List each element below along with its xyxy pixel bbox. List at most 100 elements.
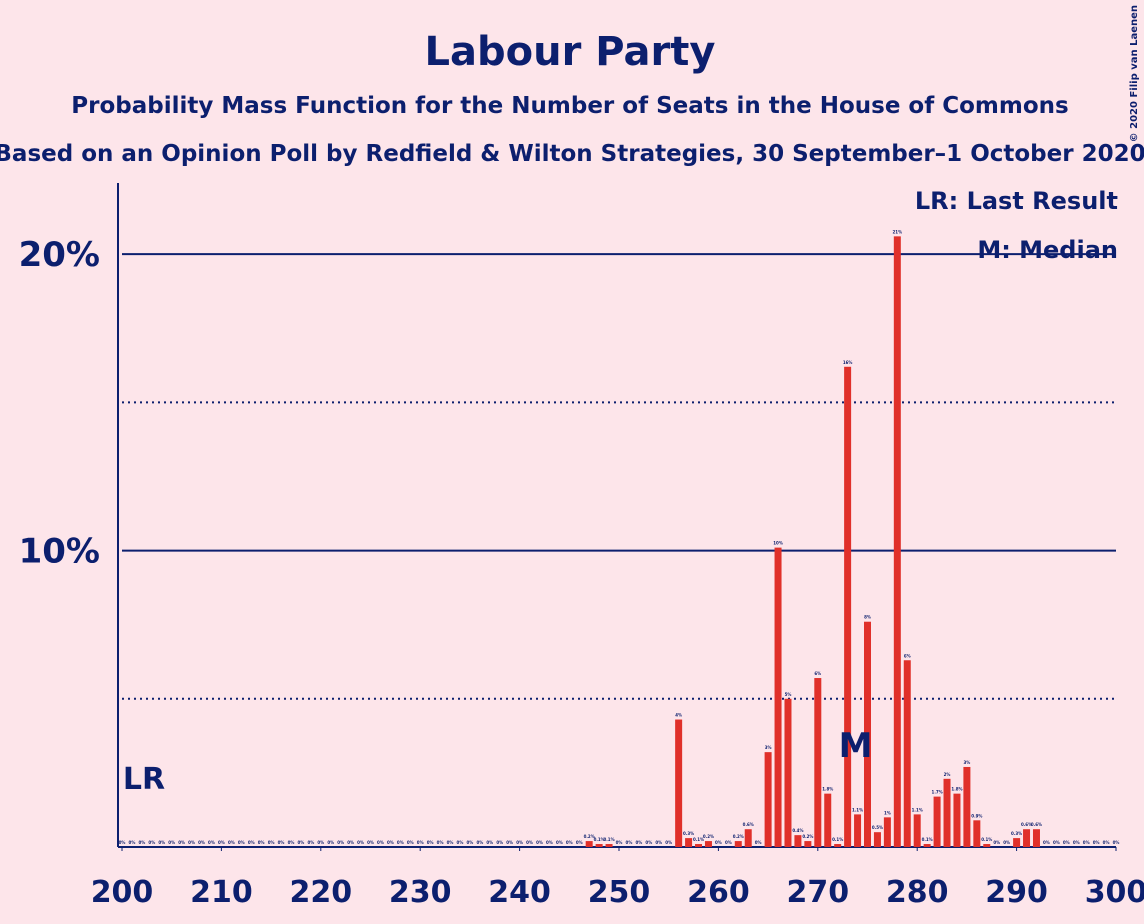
bar	[605, 844, 613, 847]
value-label: 0%	[616, 840, 623, 845]
bar	[704, 841, 712, 847]
value-label: 0%	[635, 840, 642, 845]
value-label: 0%	[1053, 840, 1060, 845]
value-label: 0.2%	[733, 834, 744, 839]
bar	[844, 366, 852, 847]
value-label: 0%	[168, 840, 175, 845]
value-label: 0%	[1083, 840, 1090, 845]
value-label: 0%	[129, 840, 136, 845]
legend-entry: LR: Last Result	[915, 187, 1118, 215]
value-label: 0%	[506, 840, 513, 845]
bar	[864, 621, 871, 847]
bar	[695, 844, 703, 847]
value-label: 0%	[158, 840, 165, 845]
chart-subtitle: Probability Mass Function for the Number…	[71, 93, 1068, 119]
bar	[1032, 829, 1040, 847]
value-label: 0%	[437, 840, 444, 845]
bar	[675, 719, 683, 847]
value-label: 0%	[1073, 840, 1080, 845]
value-label: 1.1%	[852, 807, 863, 812]
value-label: 1.7%	[932, 790, 943, 795]
value-label: 0%	[228, 840, 235, 845]
value-label: 0%	[566, 840, 573, 845]
bar	[963, 766, 971, 847]
bar	[893, 236, 901, 847]
chart-subtitle: Based on an Opinion Poll by Redfield & W…	[0, 141, 1144, 167]
value-label: 0%	[307, 840, 314, 845]
value-label: 0.1%	[981, 837, 992, 842]
x-tick-label: 280	[886, 875, 949, 910]
value-label: 0%	[546, 840, 553, 845]
bar	[923, 844, 931, 847]
y-tick-label: 10%	[19, 532, 100, 572]
bar	[854, 814, 862, 847]
bar	[873, 832, 881, 847]
value-label: 0%	[556, 840, 563, 845]
bar	[933, 796, 941, 847]
bar	[943, 778, 951, 847]
value-label: 0%	[626, 840, 633, 845]
bar	[834, 844, 842, 847]
value-label: 0%	[377, 840, 384, 845]
x-tick-label: 240	[488, 875, 551, 910]
value-label: 0%	[407, 840, 414, 845]
value-label: 0%	[755, 840, 762, 845]
value-label: 0.1%	[693, 837, 704, 842]
copyright: © 2020 Filip van Laenen	[1129, 5, 1140, 142]
value-label: 6%	[904, 653, 911, 658]
bar	[685, 838, 693, 847]
x-tick-label: 210	[190, 875, 253, 910]
x-tick-label: 300	[1085, 875, 1144, 910]
bar	[1023, 829, 1031, 847]
value-label: 0.1%	[594, 837, 605, 842]
value-label: 1.1%	[912, 807, 923, 812]
y-tick-label: 20%	[19, 235, 100, 275]
value-label: 0%	[665, 840, 672, 845]
value-label: 0%	[715, 840, 722, 845]
bar	[913, 814, 921, 847]
value-label: 0%	[576, 840, 583, 845]
x-tick-label: 230	[389, 875, 452, 910]
value-label: 0%	[337, 840, 344, 845]
bar	[883, 817, 891, 847]
bar	[774, 547, 782, 847]
value-label: 0%	[1043, 840, 1050, 845]
value-label: 0%	[278, 840, 285, 845]
value-label: 0%	[327, 840, 334, 845]
value-label: 0%	[347, 840, 354, 845]
value-label: 0%	[1103, 840, 1110, 845]
value-label: 0%	[1113, 840, 1120, 845]
x-tick-label: 220	[289, 875, 352, 910]
value-label: 0.9%	[971, 813, 982, 818]
value-label: 0%	[298, 840, 305, 845]
value-label: 0%	[258, 840, 265, 845]
bar	[903, 660, 911, 847]
value-label: 0%	[218, 840, 225, 845]
bar	[983, 844, 991, 847]
bar	[794, 835, 802, 847]
value-label: 0.1%	[832, 837, 843, 842]
bar	[784, 698, 792, 847]
value-label: 0%	[476, 840, 483, 845]
bar	[824, 793, 832, 847]
value-label: 6%	[814, 671, 821, 676]
bar	[814, 678, 822, 847]
value-label: 0%	[526, 840, 533, 845]
bar	[764, 752, 772, 847]
value-label: 0%	[467, 840, 474, 845]
value-label: 0.3%	[683, 831, 694, 836]
value-label: 0%	[268, 840, 275, 845]
bar	[744, 829, 752, 847]
value-label: 1.8%	[951, 787, 962, 792]
value-label: 0%	[178, 840, 185, 845]
value-label: 3%	[964, 760, 971, 765]
value-label: 0%	[288, 840, 295, 845]
value-label: 0%	[387, 840, 394, 845]
x-tick-label: 290	[985, 875, 1048, 910]
value-label: 0%	[1063, 840, 1070, 845]
value-label: 0%	[447, 840, 454, 845]
value-label: 0.2%	[802, 834, 813, 839]
value-label: 0%	[655, 840, 662, 845]
value-label: 0.6%	[1021, 822, 1032, 827]
